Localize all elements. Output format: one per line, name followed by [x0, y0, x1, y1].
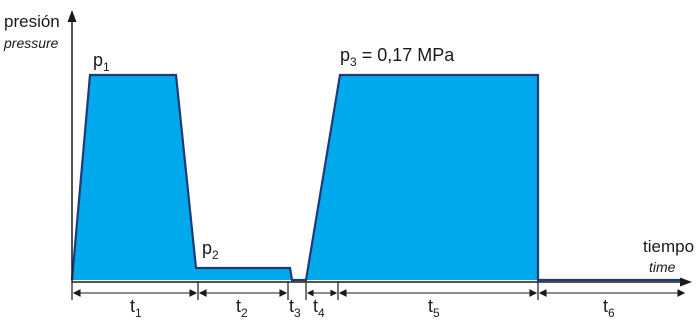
pressure-profile-area	[72, 75, 538, 280]
p3-label: p3 = 0,17 MPa	[340, 45, 455, 69]
p1-label: p1	[93, 50, 110, 74]
t6-arrow-left-icon	[538, 289, 547, 297]
t4-arrow-right-icon	[330, 289, 338, 297]
t6-label: t6	[603, 296, 615, 320]
pressure-profile-outline	[70, 73, 680, 282]
x-axis-label: tiempo	[643, 237, 694, 256]
t5-label: t5	[428, 296, 440, 320]
interval-dividers	[71, 282, 539, 300]
t4-label: t4	[313, 296, 325, 320]
t4-arrow-left-icon	[306, 289, 314, 297]
t2-arrow-left-icon	[198, 289, 207, 297]
p2-label: p2	[202, 238, 219, 262]
t6-arrow-right-icon	[677, 289, 686, 297]
t3-label: t3	[289, 296, 301, 320]
t1-label: t1	[130, 296, 142, 320]
t5-arrow-left-icon	[338, 289, 347, 297]
t2-label: t2	[236, 296, 248, 320]
t2-arrow-right-icon	[279, 289, 288, 297]
t5-arrow-right-icon	[529, 289, 538, 297]
x-axis-label-en: time	[649, 259, 676, 275]
y-axis-label: presión	[4, 12, 60, 31]
y-axis-label-en: pressure	[3, 35, 59, 51]
t1-arrow-right-icon	[189, 289, 198, 297]
y-axis-arrow-icon	[67, 10, 77, 22]
x-axis-arrow-icon	[680, 277, 692, 287]
interval-arrows	[72, 289, 686, 297]
t1-arrow-left-icon	[72, 289, 81, 297]
